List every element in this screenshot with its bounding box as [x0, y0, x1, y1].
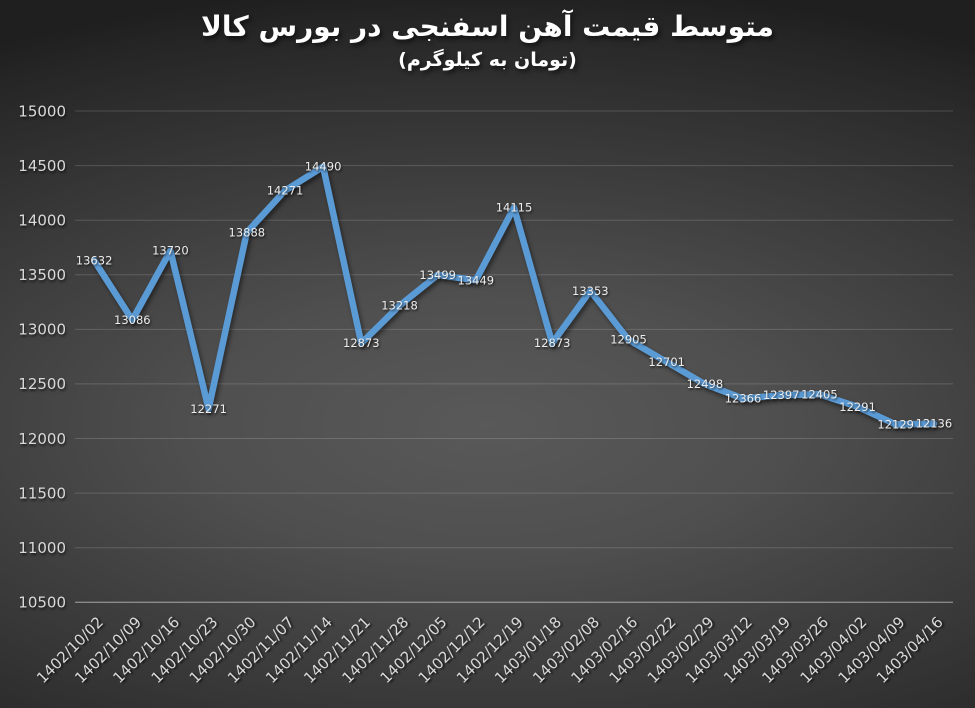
data-label: 12366 [725, 392, 762, 406]
price-series-line [90, 163, 938, 428]
y-axis-tick-label: 15000 [18, 102, 66, 120]
data-label: 13888 [229, 225, 266, 239]
data-label: 13218 [381, 299, 418, 313]
y-axis-tick-label: 14000 [18, 211, 66, 229]
chart-subtitle: (تومان به کیلوگرم) [398, 49, 577, 71]
y-axis-tick-label: 13000 [18, 321, 66, 339]
data-label: 12905 [610, 333, 647, 347]
data-label: 12136 [916, 417, 953, 431]
data-label: 12701 [648, 355, 685, 369]
y-axis-tick-label: 12500 [18, 375, 66, 393]
y-axis-tick-label: 10500 [18, 594, 66, 612]
y-axis-tick-label: 11500 [18, 484, 66, 502]
data-label: 12397 [763, 388, 800, 402]
data-label: 12129 [877, 417, 914, 431]
data-label: 12271 [190, 402, 227, 416]
data-label: 12291 [839, 400, 876, 414]
chart-title: متوسط قیمت آهن اسفنجی در بورس کالا [201, 10, 774, 43]
data-label: 14271 [267, 184, 304, 198]
data-label: 12873 [534, 336, 571, 350]
data-label: 12405 [801, 387, 838, 401]
data-label: 13086 [114, 313, 151, 327]
y-axis-tick-label: 11000 [18, 539, 66, 557]
y-axis-tick-label: 12000 [18, 430, 66, 448]
data-label: 14490 [305, 160, 342, 174]
data-label: 13353 [572, 284, 609, 298]
y-axis-tick-label: 13500 [18, 266, 66, 284]
data-label: 13449 [458, 273, 495, 287]
y-axis-tick-label: 14500 [18, 157, 66, 175]
data-label: 13720 [152, 244, 189, 258]
data-label: 12498 [687, 377, 724, 391]
data-label: 13499 [419, 268, 456, 282]
data-label: 12873 [343, 336, 380, 350]
data-label: 13632 [76, 253, 113, 267]
data-label: 14115 [496, 201, 533, 215]
